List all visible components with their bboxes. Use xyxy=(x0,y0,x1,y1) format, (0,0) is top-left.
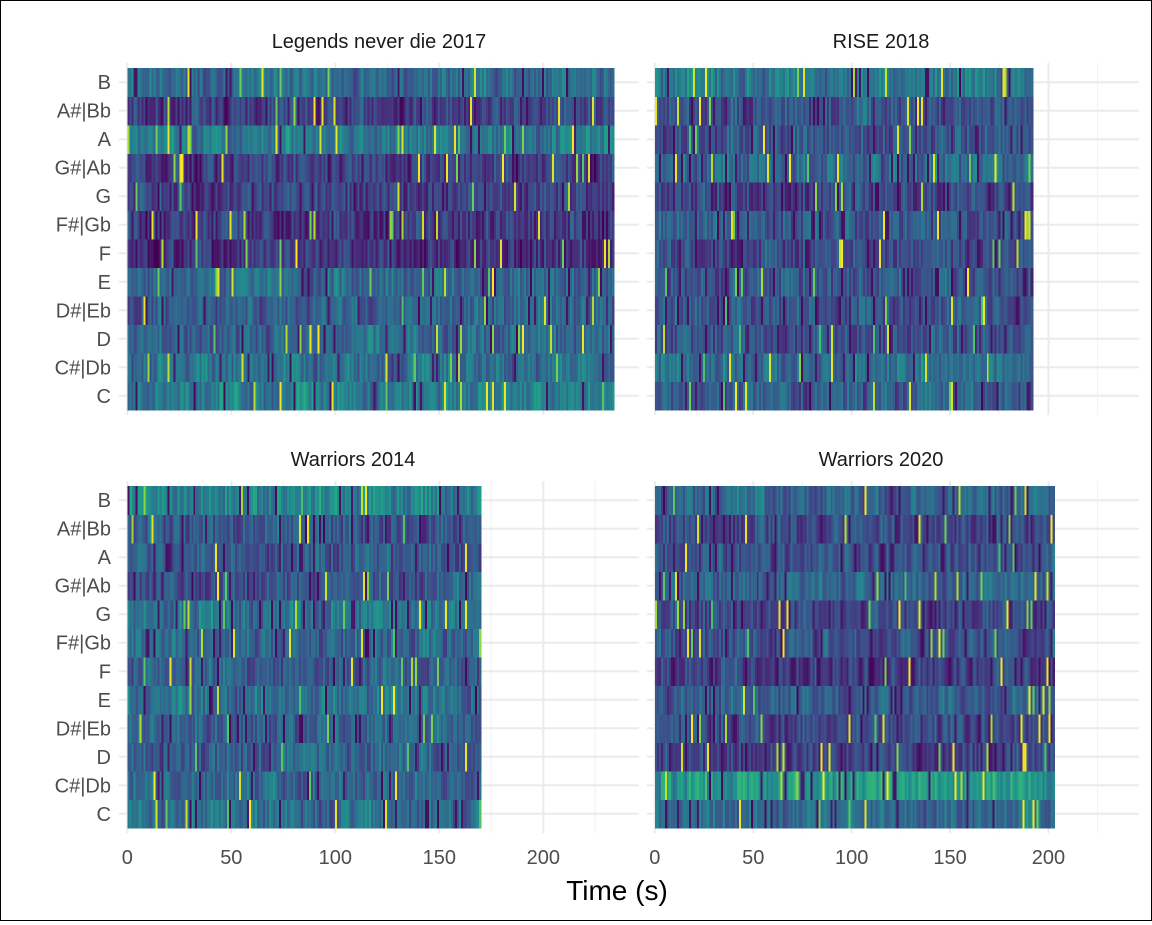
heatmap-cell xyxy=(612,68,615,97)
y-tick-label: F xyxy=(99,243,111,265)
y-tick-label: G xyxy=(95,186,111,208)
heatmap-cell xyxy=(1031,182,1034,211)
heatmap-cell xyxy=(1031,325,1034,354)
heatmap-cell xyxy=(612,211,615,240)
heatmap-cell xyxy=(612,353,615,382)
panel-rise-2018: RISE 2018 xyxy=(647,31,1139,415)
heatmap-cells xyxy=(655,68,1033,411)
heatmap-cell xyxy=(612,96,615,125)
y-tick-label: A xyxy=(98,129,112,151)
heatmap-cell xyxy=(612,382,615,411)
heatmap-cell xyxy=(612,125,615,154)
y-tick-label: G#|Ab xyxy=(55,158,111,180)
heatmap-cell xyxy=(1031,211,1034,240)
y-tick-label: D xyxy=(97,329,111,351)
panel-title: Legends never die 2017 xyxy=(272,31,487,53)
heatmap-cell xyxy=(1031,353,1034,382)
y-tick-label: F#|Gb xyxy=(56,215,111,237)
y-tick-label: E xyxy=(98,272,111,294)
heatmap-cell xyxy=(1031,382,1034,411)
heatmap-cell xyxy=(612,325,615,354)
heatmap-cell xyxy=(612,268,615,297)
y-tick-label: C#|Db xyxy=(55,357,111,379)
panel-legends-never-die-2017: C C#|Db D D#|Eb EF F#|Gb G G#|Ab A A#|Bb B Legends … xyxy=(55,31,639,415)
heatmap-cell xyxy=(1031,125,1034,154)
y-tick-label: D#|Eb xyxy=(56,300,111,322)
y-tick-label: B xyxy=(98,72,111,94)
heatmap-cells xyxy=(127,68,614,411)
heatmap-cell xyxy=(612,239,615,268)
heatmap-cell xyxy=(612,153,615,182)
heatmap-cell xyxy=(1031,153,1034,182)
heatmap-cell xyxy=(1031,268,1034,297)
heatmap-cell xyxy=(1031,239,1034,268)
heatmap-cell xyxy=(1031,296,1034,325)
y-tick-label: C xyxy=(97,386,111,408)
heatmap-cell xyxy=(612,296,615,325)
y-tick-label: A#|Bb xyxy=(57,101,111,123)
heatmap-cell xyxy=(612,182,615,211)
